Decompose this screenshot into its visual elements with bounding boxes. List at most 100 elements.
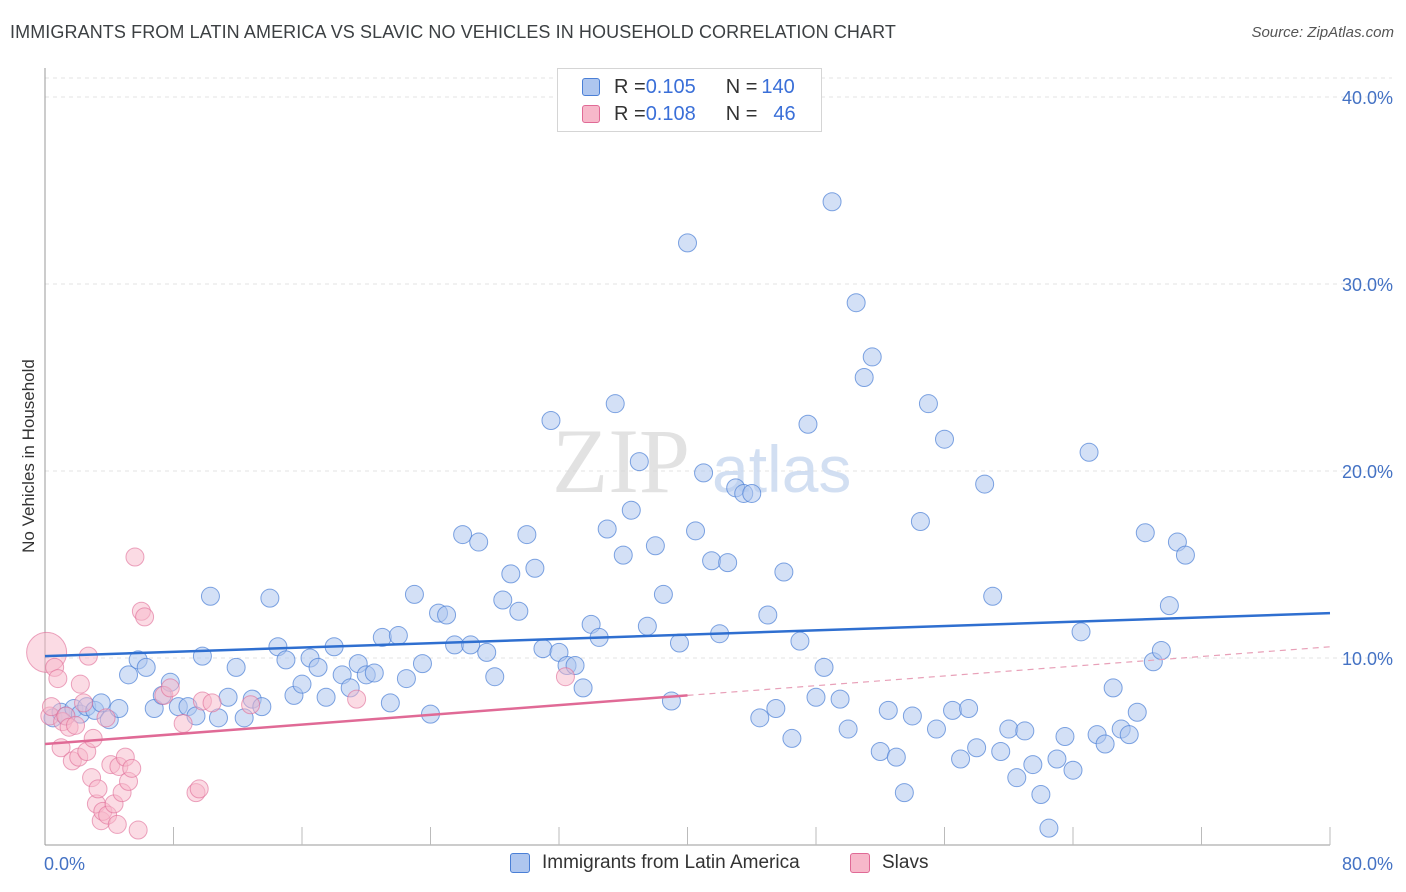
latin-america-point (766, 698, 786, 718)
latin-america-point (918, 394, 938, 414)
latin-america-point (645, 536, 665, 556)
latin-america-point (119, 665, 139, 685)
latin-america-point (806, 687, 826, 707)
bottom-legend-swatch-latin (510, 853, 530, 873)
latin-america-point (910, 511, 930, 531)
watermark: ZIP atlas (552, 410, 851, 512)
latin-america-point (437, 605, 457, 625)
legend-swatch-latin (582, 78, 600, 96)
latin-america-point (109, 698, 129, 718)
slavs-point (107, 814, 127, 834)
latin-america-point (509, 601, 529, 621)
y-tick-label: 40.0% (1342, 88, 1393, 108)
slavs-point (128, 820, 148, 840)
latin-america-point (1151, 641, 1171, 661)
latin-america-point (854, 368, 874, 387)
latin-america-point (686, 521, 706, 541)
latin-america-point (404, 584, 424, 604)
latin-america-point (1015, 721, 1035, 741)
latin-america-point (541, 411, 561, 431)
latin-america-point (1127, 702, 1147, 722)
stats-legend: R = 0.105 N = 140 R = 0.108 N = 46 (557, 68, 822, 132)
latin-america-point (838, 719, 858, 739)
slavs-point (70, 674, 90, 694)
latin-america-point (678, 233, 697, 253)
slavs-point (555, 667, 575, 687)
latin-america-point (790, 631, 810, 651)
latin-america-point (653, 584, 673, 604)
y-tick-label: 10.0% (1342, 649, 1393, 669)
latin-america-point (629, 452, 649, 472)
latin-america-point (388, 626, 408, 646)
latin-america-point (694, 463, 714, 483)
latin-america-trend-line (44, 611, 1331, 658)
legend-n-label: N = (725, 102, 758, 125)
bottom-legend-latin: Immigrants from Latin America (510, 852, 800, 874)
latin-america-point (846, 293, 866, 313)
latin-america-point (999, 719, 1019, 739)
legend-r-value: 0.105 (645, 75, 696, 98)
latin-america-point (1103, 678, 1123, 698)
latin-america-point (1055, 727, 1075, 747)
slavs-point (122, 758, 142, 778)
latin-america-point (292, 674, 312, 694)
latin-america-point (718, 553, 738, 573)
latin-america-point (975, 474, 995, 494)
slavs-point (173, 713, 193, 733)
latin-america-point (1119, 725, 1139, 745)
latin-america-point (991, 742, 1011, 761)
y-tick-label: 30.0% (1342, 275, 1393, 295)
latin-america-point (894, 783, 914, 803)
legend-row-slavs: R = 0.108 N = 46 (582, 101, 796, 127)
latin-america-point (218, 687, 238, 707)
latin-america-point (1175, 545, 1195, 565)
latin-america-point (830, 689, 850, 709)
slavs-point (74, 693, 94, 713)
latin-america-point (886, 747, 906, 767)
x-tick-label: 80.0% (1342, 854, 1393, 874)
chart-title: IMMIGRANTS FROM LATIN AMERICA VS SLAVIC … (10, 22, 897, 42)
latin-america-point (742, 483, 762, 503)
latin-america-point (1031, 785, 1051, 805)
latin-america-point (959, 698, 979, 718)
slavs-point (125, 547, 145, 567)
latin-america-point (260, 588, 280, 608)
latin-america-point (396, 669, 416, 689)
latin-america-point (493, 590, 513, 610)
latin-america-point (862, 347, 882, 367)
latin-america-point (525, 558, 545, 578)
bottom-legend-slavs: Slavs (850, 852, 928, 874)
latin-america-point (533, 639, 553, 659)
latin-america-point (477, 642, 497, 662)
y-axis-label: No Vehicles in Household (19, 359, 38, 553)
x-tick-labels: 0.0% 80.0% (44, 854, 1393, 874)
latin-america-point (1071, 622, 1091, 642)
latin-america-point (1159, 596, 1179, 616)
slavs-point (241, 695, 261, 715)
latin-america-point (200, 586, 220, 606)
grid-lines (45, 77, 1392, 659)
series-slavs-points (26, 547, 575, 840)
latin-america-point (822, 192, 842, 212)
latin-america-point (758, 605, 778, 625)
latin-america-point (967, 738, 987, 758)
latin-america-point (926, 719, 946, 739)
latin-america-point (316, 687, 336, 707)
latin-america-point (412, 654, 432, 674)
latin-america-point (1039, 818, 1059, 838)
latin-america-point (1047, 749, 1067, 769)
legend-r-label: R = (614, 102, 646, 125)
latin-america-point (935, 429, 954, 449)
latin-america-point (814, 657, 834, 677)
slavs-point (83, 728, 103, 748)
slavs-point (135, 607, 155, 627)
latin-america-point (517, 525, 537, 545)
legend-n-label: N = (725, 75, 758, 98)
slavs-point (41, 697, 61, 717)
latin-america-point (573, 678, 593, 698)
slavs-point (202, 693, 222, 713)
source-label: Source: ZipAtlas.com (1251, 24, 1394, 41)
trend-lines (44, 611, 1331, 746)
latin-america-point (943, 700, 963, 720)
